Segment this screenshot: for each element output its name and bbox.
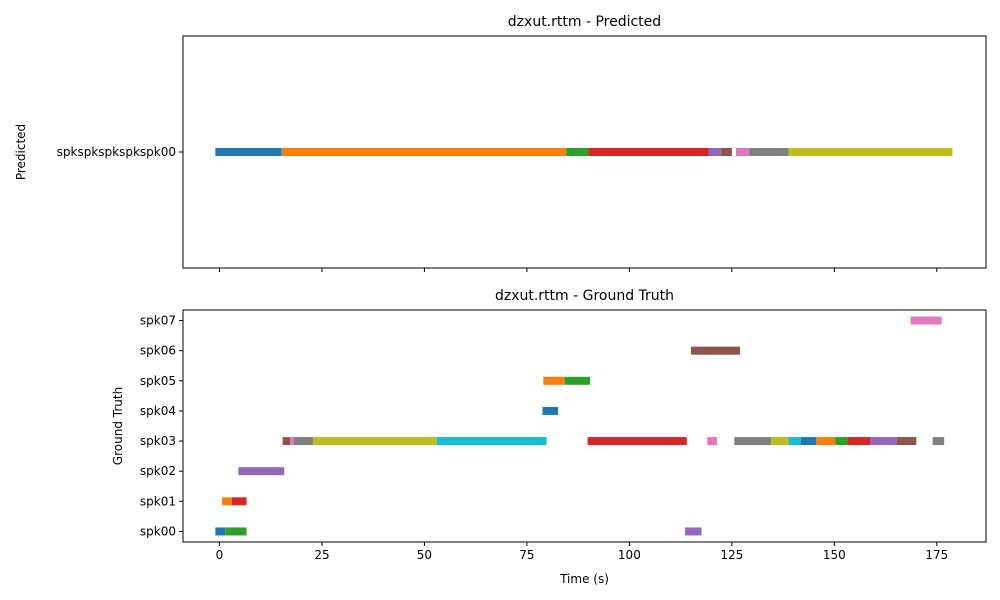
predicted-segment-2 (566, 148, 589, 156)
ground-truth-plot-frame (182, 309, 987, 543)
predicted-chart-title: dzxut.rttm - Predicted (508, 14, 661, 30)
ground-truth-x-axis-label: Time (s) (559, 572, 609, 586)
ground-truth-plot-area (183, 310, 986, 542)
ground-truth-segment-11 (587, 437, 687, 446)
ground-truth-segment-10 (436, 437, 547, 446)
ground-truth-y-tick-label-5: spk05 (140, 374, 176, 388)
ground-truth-segment-9 (312, 437, 437, 446)
ground-truth-segment-24 (543, 376, 565, 385)
ground-truth-segment-3 (221, 497, 232, 506)
ground-truth-y-tick-label-0: spk00 (140, 524, 176, 538)
ground-truth-segment-7 (289, 437, 295, 446)
ground-truth-y-axis-label: Ground Truth (111, 387, 125, 465)
ground-truth-segment-15 (788, 437, 801, 446)
ground-truth-segment-27 (910, 316, 942, 325)
ground-truth-y-tick-label-1: spk01 (140, 494, 176, 508)
ground-truth-x-tick-label-0: 0 (216, 548, 224, 562)
ground-truth-segment-0 (215, 527, 226, 536)
ground-truth-segment-26 (690, 346, 741, 355)
predicted-segment-3 (588, 148, 709, 156)
ground-truth-segment-14 (771, 437, 789, 446)
ground-truth-segment-6 (282, 437, 290, 446)
ground-truth-segment-22 (932, 437, 945, 446)
ground-truth-y-tick-label-4: spk04 (140, 404, 176, 418)
ground-truth-segment-23 (542, 406, 559, 415)
ground-truth-y-tick-label-2: spk02 (140, 464, 176, 478)
predicted-segment-8 (788, 148, 953, 156)
ground-truth-panel: 0 25 50 75 100 125 150 175 spk00 spk01 spk02 spk03… (111, 288, 987, 586)
ground-truth-y-tick-label-3: spk03 (140, 434, 176, 448)
ground-truth-x-tick-label-5: 125 (720, 548, 743, 562)
ground-truth-x-tick-label-7: 175 (925, 548, 948, 562)
predicted-y-tick-label-0: spkspkspkspkspk00 (57, 145, 176, 159)
predicted-segment-0 (215, 148, 282, 156)
ground-truth-segment-12 (707, 437, 718, 446)
ground-truth-segment-13 (734, 437, 772, 446)
predicted-segment-1 (281, 148, 567, 156)
predicted-panel: spkspkspkspkspk00 dzxut.rttm - Predicted… (14, 14, 987, 272)
ground-truth-segment-16 (800, 437, 817, 446)
predicted-segment-5 (721, 148, 732, 156)
ground-truth-segment-4 (231, 497, 247, 506)
predicted-segment-7 (749, 148, 789, 156)
ground-truth-segment-8 (294, 437, 313, 446)
ground-truth-segment-5 (238, 467, 285, 476)
ground-truth-segment-18 (835, 437, 848, 446)
ground-truth-x-tick-label-2: 50 (417, 548, 432, 562)
ground-truth-segment-2 (685, 527, 702, 536)
ground-truth-x-tick-label-4: 100 (618, 548, 641, 562)
ground-truth-segment-21 (896, 437, 917, 446)
ground-truth-segment-20 (870, 437, 897, 446)
ground-truth-x-tick-label-6: 150 (823, 548, 846, 562)
ground-truth-x-tick-label-3: 75 (519, 548, 534, 562)
ground-truth-x-tick-label-1: 25 (314, 548, 329, 562)
ground-truth-y-tick-label-7: spk07 (140, 314, 176, 328)
predicted-segment-6 (735, 148, 750, 156)
predicted-segment-4 (708, 148, 722, 156)
ground-truth-chart-title: dzxut.rttm - Ground Truth (495, 288, 674, 304)
ground-truth-y-tick-label-6: spk06 (140, 344, 176, 358)
ground-truth-segment-17 (816, 437, 836, 446)
ground-truth-segment-25 (564, 376, 591, 385)
predicted-y-axis-label: Predicted (14, 124, 28, 180)
ground-truth-segment-1 (225, 527, 247, 536)
ground-truth-segment-19 (847, 437, 871, 446)
